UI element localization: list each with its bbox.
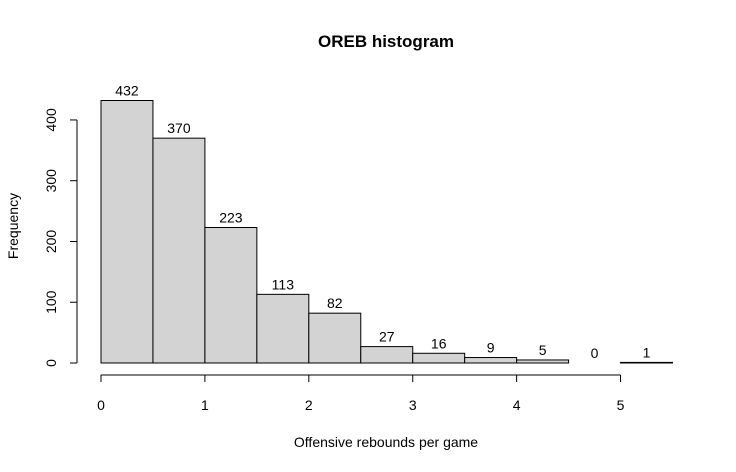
x-tick-label: 4 xyxy=(513,397,521,413)
y-tick-label: 100 xyxy=(43,290,59,314)
bar-value-label: 370 xyxy=(167,120,191,136)
x-tick-label: 0 xyxy=(97,397,105,413)
bar-value-label: 9 xyxy=(487,340,495,356)
histogram-bar xyxy=(100,100,154,364)
bar-value-label: 5 xyxy=(539,342,547,358)
y-tick-label: 300 xyxy=(43,169,59,193)
x-tick-label: 5 xyxy=(617,397,625,413)
y-tick-label: 0 xyxy=(43,359,59,367)
histogram-bar xyxy=(516,359,570,364)
histogram-bar xyxy=(412,352,466,364)
histogram-bar xyxy=(464,357,518,364)
histogram-bar xyxy=(256,293,310,364)
bars-group xyxy=(100,100,674,364)
x-axis: 0 1 2 3 4 5 xyxy=(97,374,625,413)
x-tick-label: 2 xyxy=(305,397,313,413)
y-tick-label: 400 xyxy=(43,108,59,132)
bar-value-label: 82 xyxy=(327,295,343,311)
x-tick-label: 1 xyxy=(201,397,209,413)
data-labels-group: 432 370 223 113 82 27 16 9 5 0 1 xyxy=(115,83,650,362)
histogram-bar xyxy=(360,346,414,364)
x-tick-label: 3 xyxy=(409,397,417,413)
bar-value-label: 27 xyxy=(379,329,395,345)
bar-value-label: 223 xyxy=(219,209,243,225)
bar-value-label: 113 xyxy=(272,276,295,292)
y-axis-label: Frequency xyxy=(5,193,21,259)
chart-title: OREB histogram xyxy=(318,32,454,51)
histogram-bar xyxy=(308,312,362,364)
y-axis: 0 100 200 300 400 xyxy=(43,108,78,367)
x-axis-label: Offensive rebounds per game xyxy=(294,434,478,450)
bar-value-label: 0 xyxy=(591,345,599,361)
histogram-bar xyxy=(620,361,674,364)
bar-value-label: 16 xyxy=(431,335,447,351)
histogram-bar xyxy=(204,226,258,364)
bar-value-label: 432 xyxy=(115,83,139,99)
y-tick-label: 200 xyxy=(43,230,59,254)
histogram-bar xyxy=(152,137,206,364)
bar-value-label: 1 xyxy=(643,344,651,360)
